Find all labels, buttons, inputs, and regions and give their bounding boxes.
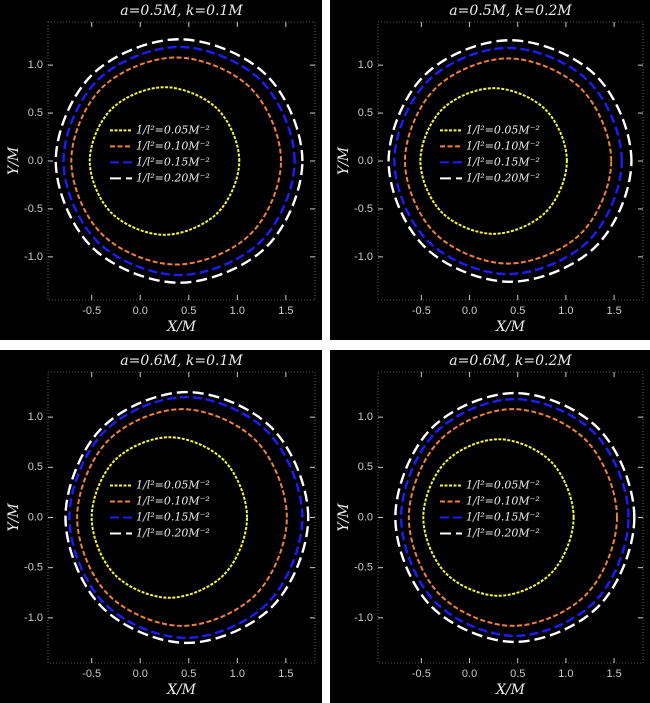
- panel: a=0.5M, k=0.2M X/M Y/M -0.5 0.0 0.5 1.0 1.5 -1.0…: [330, 0, 650, 340]
- x-tick-label: 1.0: [230, 668, 245, 680]
- panel: a=0.5M, k=0.1M X/M Y/M -0.5 0.0 0.5 1.0 1.5 -1.0…: [0, 0, 322, 340]
- y-axis-label: Y/M: [6, 146, 22, 175]
- legend-label: 1/l²=0.05M⁻²: [466, 123, 540, 136]
- plot-frame: [377, 21, 644, 301]
- shadow-curve: [68, 395, 304, 640]
- y-tick-label: 0.0: [28, 511, 43, 523]
- panel-title: a=0.5M, k=0.2M: [449, 3, 572, 19]
- shadow-curve: [62, 45, 296, 277]
- legend-label: 1/l²=0.15M⁻²: [136, 510, 210, 523]
- shadow-curve: [54, 38, 304, 284]
- panel: a=0.6M, k=0.1M X/M Y/M -0.5 0.0 0.5 1.0 1.5 -1.0…: [0, 350, 322, 703]
- shadow-curve: [88, 86, 241, 236]
- x-axis-label: X/M: [166, 682, 197, 698]
- x-tick-label: -0.5: [82, 668, 101, 680]
- panel-background: [0, 0, 322, 340]
- y-tick-label: 0.0: [358, 511, 373, 523]
- legend-label: 1/l²=0.15M⁻²: [466, 510, 540, 523]
- y-axis-label: Y/M: [336, 146, 352, 175]
- legend-label: 1/l²=0.20M⁻²: [136, 171, 210, 184]
- panel-title: a=0.6M, k=0.2M: [449, 353, 572, 369]
- x-tick-label: 0.0: [133, 305, 148, 317]
- panel-background: [330, 350, 650, 703]
- x-tick-label: -0.5: [412, 668, 431, 680]
- x-tick-label: 0.5: [181, 305, 196, 317]
- x-tick-label: -0.5: [82, 305, 101, 317]
- x-tick-label: 1.5: [606, 668, 621, 680]
- y-tick-label: 1.0: [358, 411, 373, 423]
- legend-label: 1/l²=0.05M⁻²: [136, 123, 210, 136]
- y-tick-label: -0.5: [24, 203, 43, 215]
- x-tick-label: 1.0: [230, 305, 245, 317]
- x-tick-label: 0.5: [181, 668, 196, 680]
- x-axis-label: X/M: [166, 319, 197, 335]
- x-tick-label: 1.5: [278, 305, 293, 317]
- y-tick-label: 1.0: [28, 411, 43, 423]
- y-tick-label: 1.0: [358, 59, 373, 71]
- y-tick-label: -1.0: [24, 612, 43, 624]
- panel-title: a=0.6M, k=0.1M: [120, 353, 243, 369]
- y-tick-label: 0.5: [358, 107, 373, 119]
- y-axis-label: Y/M: [6, 503, 22, 532]
- x-tick-label: 1.5: [278, 668, 293, 680]
- shadow-curve: [393, 46, 624, 276]
- x-tick-label: 0.5: [510, 305, 525, 317]
- shadow-curve: [76, 408, 288, 627]
- legend-label: 1/l²=0.20M⁻²: [466, 526, 540, 539]
- x-tick-label: 1.0: [558, 305, 573, 317]
- panel-background: [0, 350, 322, 703]
- y-tick-label: 0.5: [358, 461, 373, 473]
- y-tick-label: -0.5: [354, 203, 373, 215]
- panel-background: [330, 0, 650, 340]
- y-tick-label: 0.5: [28, 107, 43, 119]
- legend-label: 1/l²=0.05M⁻²: [136, 478, 210, 491]
- x-tick-label: 0.5: [510, 668, 525, 680]
- legend-label: 1/l²=0.15M⁻²: [466, 155, 540, 168]
- y-tick-label: 0.0: [28, 155, 43, 167]
- y-axis-label: Y/M: [336, 503, 352, 532]
- shadow-curve: [64, 390, 310, 645]
- y-tick-label: -0.5: [24, 562, 43, 574]
- x-axis-label: X/M: [495, 682, 526, 698]
- y-tick-label: 0.0: [358, 155, 373, 167]
- y-tick-label: 0.5: [28, 461, 43, 473]
- x-tick-label: 1.0: [558, 668, 573, 680]
- x-tick-label: 0.0: [133, 668, 148, 680]
- legend-label: 1/l²=0.05M⁻²: [466, 478, 540, 491]
- x-tick-label: -0.5: [412, 305, 431, 317]
- shadow-curve: [419, 87, 568, 235]
- shadow-curve: [407, 408, 618, 627]
- legend-label: 1/l²=0.10M⁻²: [466, 494, 540, 507]
- y-tick-label: -1.0: [354, 612, 373, 624]
- x-tick-label: 0.0: [462, 305, 477, 317]
- y-tick-label: -0.5: [354, 562, 373, 574]
- y-tick-label: -1.0: [354, 251, 373, 263]
- legend-label: 1/l²=0.10M⁻²: [466, 139, 540, 152]
- legend-label: 1/l²=0.10M⁻²: [136, 139, 210, 152]
- panel-title: a=0.5M, k=0.1M: [120, 3, 243, 19]
- panel: a=0.6M, k=0.2M X/M Y/M -0.5 0.0 0.5 1.0 1.5 -1.0…: [330, 350, 650, 703]
- shadow-curve: [422, 438, 575, 597]
- y-tick-label: 1.0: [28, 59, 43, 71]
- y-tick-label: -1.0: [24, 251, 43, 263]
- legend-label: 1/l²=0.10M⁻²: [136, 494, 210, 507]
- x-axis-label: X/M: [495, 319, 526, 335]
- shadow-curve: [399, 397, 630, 638]
- legend-label: 1/l²=0.20M⁻²: [466, 171, 540, 184]
- shadow-curve: [70, 56, 283, 266]
- x-tick-label: 1.5: [606, 305, 621, 317]
- shadow-curve: [387, 39, 633, 283]
- legend-label: 1/l²=0.20M⁻²: [136, 526, 210, 539]
- x-tick-label: 0.0: [462, 668, 477, 680]
- legend-label: 1/l²=0.15M⁻²: [136, 155, 210, 168]
